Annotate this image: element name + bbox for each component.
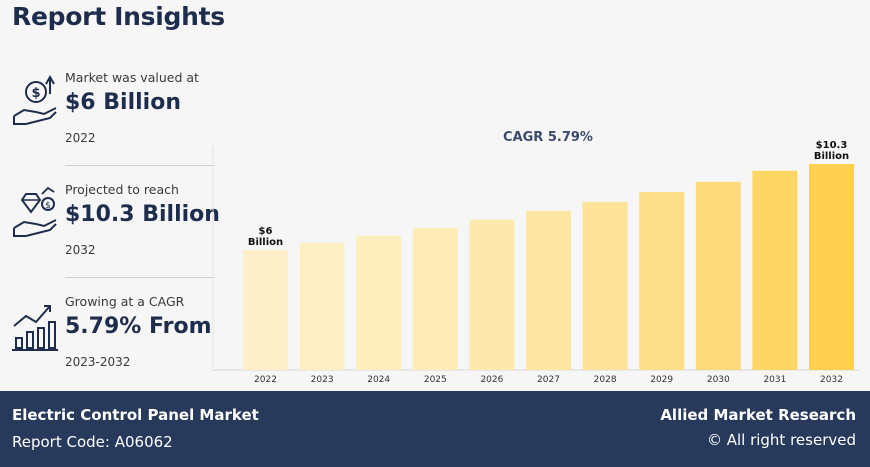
bar-chart: CAGR 5.79% 2022 2023 2024 2025 2026 2027 2028 2… — [212, 130, 860, 385]
stat-projected-value: $ Projected to reach $10.3 Billion 2032 — [0, 174, 220, 286]
divider — [65, 165, 215, 166]
bar-2031 — [752, 170, 798, 370]
bar-2023 — [299, 243, 345, 370]
bar-2028 — [582, 201, 628, 370]
x-tick-label: 2029 — [650, 375, 673, 385]
stat-cagr: Growing at a CAGR 5.79% From 2023-2032 — [0, 286, 215, 398]
bar-data-label: Billion — [814, 151, 849, 162]
stat-label: Projected to reach — [65, 182, 179, 197]
stat-market-value: $ Market was valued at $6 Billion 2022 — [0, 62, 215, 174]
x-tick-label: 2022 — [254, 375, 277, 385]
bar-2026 — [469, 219, 515, 370]
x-tick-label: 2025 — [424, 375, 447, 385]
bar-2025 — [412, 227, 458, 370]
stat-year: 2032 — [65, 243, 96, 257]
x-tick-label: 2030 — [707, 375, 730, 385]
bar-2024 — [356, 235, 402, 370]
report-code: Report Code: A06062 — [12, 433, 173, 451]
x-tick-label: 2023 — [311, 375, 334, 385]
stat-year: 2022 — [65, 131, 96, 145]
bar-2029 — [639, 192, 685, 370]
x-tick-label: 2032 — [820, 375, 843, 385]
growth-chart-icon — [12, 305, 58, 351]
bar-2032 — [809, 164, 854, 370]
x-tick-label: 2026 — [480, 375, 503, 385]
stat-value: 5.79% From — [65, 314, 212, 339]
chart-title: CAGR 5.79% — [503, 130, 593, 145]
market-name: Electric Control Panel Market — [12, 406, 259, 424]
stat-label: Growing at a CAGR — [65, 294, 185, 309]
x-tick-label: 2031 — [763, 375, 786, 385]
svg-text:$: $ — [31, 86, 40, 101]
stat-year: 2023-2032 — [65, 355, 131, 369]
bar-data-label: $10.3 — [816, 140, 848, 151]
stat-value: $6 Billion — [65, 90, 181, 115]
divider — [65, 277, 215, 278]
svg-text:$: $ — [45, 201, 51, 211]
brand-name: Allied Market Research — [660, 406, 856, 424]
bar-2030 — [695, 181, 741, 370]
diamond-hand-icon: $ — [13, 186, 57, 237]
stat-value: $10.3 Billion — [65, 202, 220, 227]
page-title: Report Insights — [12, 2, 225, 31]
bar-data-label: Billion — [248, 237, 283, 248]
x-tick-label: 2027 — [537, 375, 560, 385]
bar-2022 — [243, 250, 288, 370]
bar-data-label: $6 — [259, 226, 273, 237]
stat-label: Market was valued at — [65, 70, 199, 85]
bar-2027 — [526, 211, 571, 370]
x-tick-label: 2028 — [594, 375, 617, 385]
copyright: © All right reserved — [706, 431, 856, 449]
x-tick-label: 2024 — [367, 375, 390, 385]
money-hand-icon: $ — [13, 74, 57, 125]
footer: Electric Control Panel Market Report Cod… — [0, 391, 870, 467]
